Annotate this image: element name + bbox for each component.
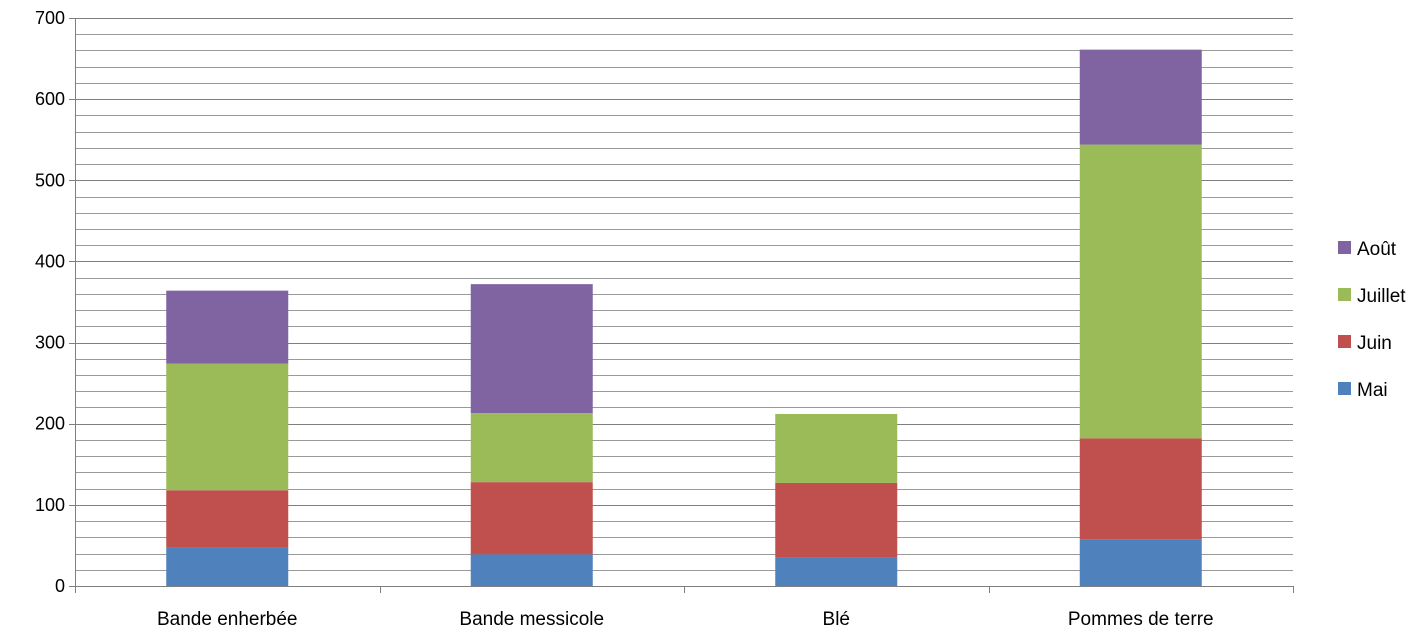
bar-segment-mai-2 [470,554,593,586]
legend-label: Juillet [1357,286,1406,307]
legend-label: Mai [1357,380,1388,401]
legend-swatch [1338,288,1351,301]
y-tick-label: 700 [35,8,65,28]
bar-segment-juin-2 [470,482,593,555]
legend-label: Août [1357,239,1397,260]
x-tick-label: Bande enherbée [157,609,298,630]
legend: Août Juillet Juin Mai [1338,239,1406,401]
legend-swatch [1338,241,1351,254]
y-tick-label: 200 [35,414,65,434]
y-tick-label: 400 [35,251,65,271]
bar-segment-aout-4 [1079,49,1202,145]
legend-swatch [1338,335,1351,348]
bar-segment-mai-4 [1079,539,1202,586]
bar-segment-juillet-1 [166,363,289,491]
y-tick-label: 0 [55,576,65,596]
bar-segment-mai-1 [166,547,289,586]
bar-segment-juillet-2 [470,413,593,483]
bars [166,49,1202,586]
bar-segment-juillet-3 [775,413,898,483]
y-tick-label: 600 [35,89,65,109]
bar-segment-juin-1 [166,490,289,548]
bar-segment-juin-3 [775,482,898,558]
y-tick-label: 300 [35,333,65,353]
y-tick-label: 500 [35,170,65,190]
x-tick-label: Pommes de terre [1068,609,1214,630]
x-tick-label: Bande messicole [459,609,604,630]
bar-segment-juin-4 [1079,438,1202,540]
x-tick-label: Blé [823,609,850,630]
legend-label: Juin [1357,333,1392,354]
bar-segment-aout-2 [470,284,593,414]
legend-swatch [1338,382,1351,395]
bar-segment-aout-1 [166,290,289,364]
bar-segment-mai-3 [775,557,898,586]
axes: 0 100 200 300 400 500 600 700 Bande enherbée Band… [35,8,1294,630]
y-tick-label: 100 [35,495,65,515]
bar-segment-juillet-4 [1079,144,1202,439]
